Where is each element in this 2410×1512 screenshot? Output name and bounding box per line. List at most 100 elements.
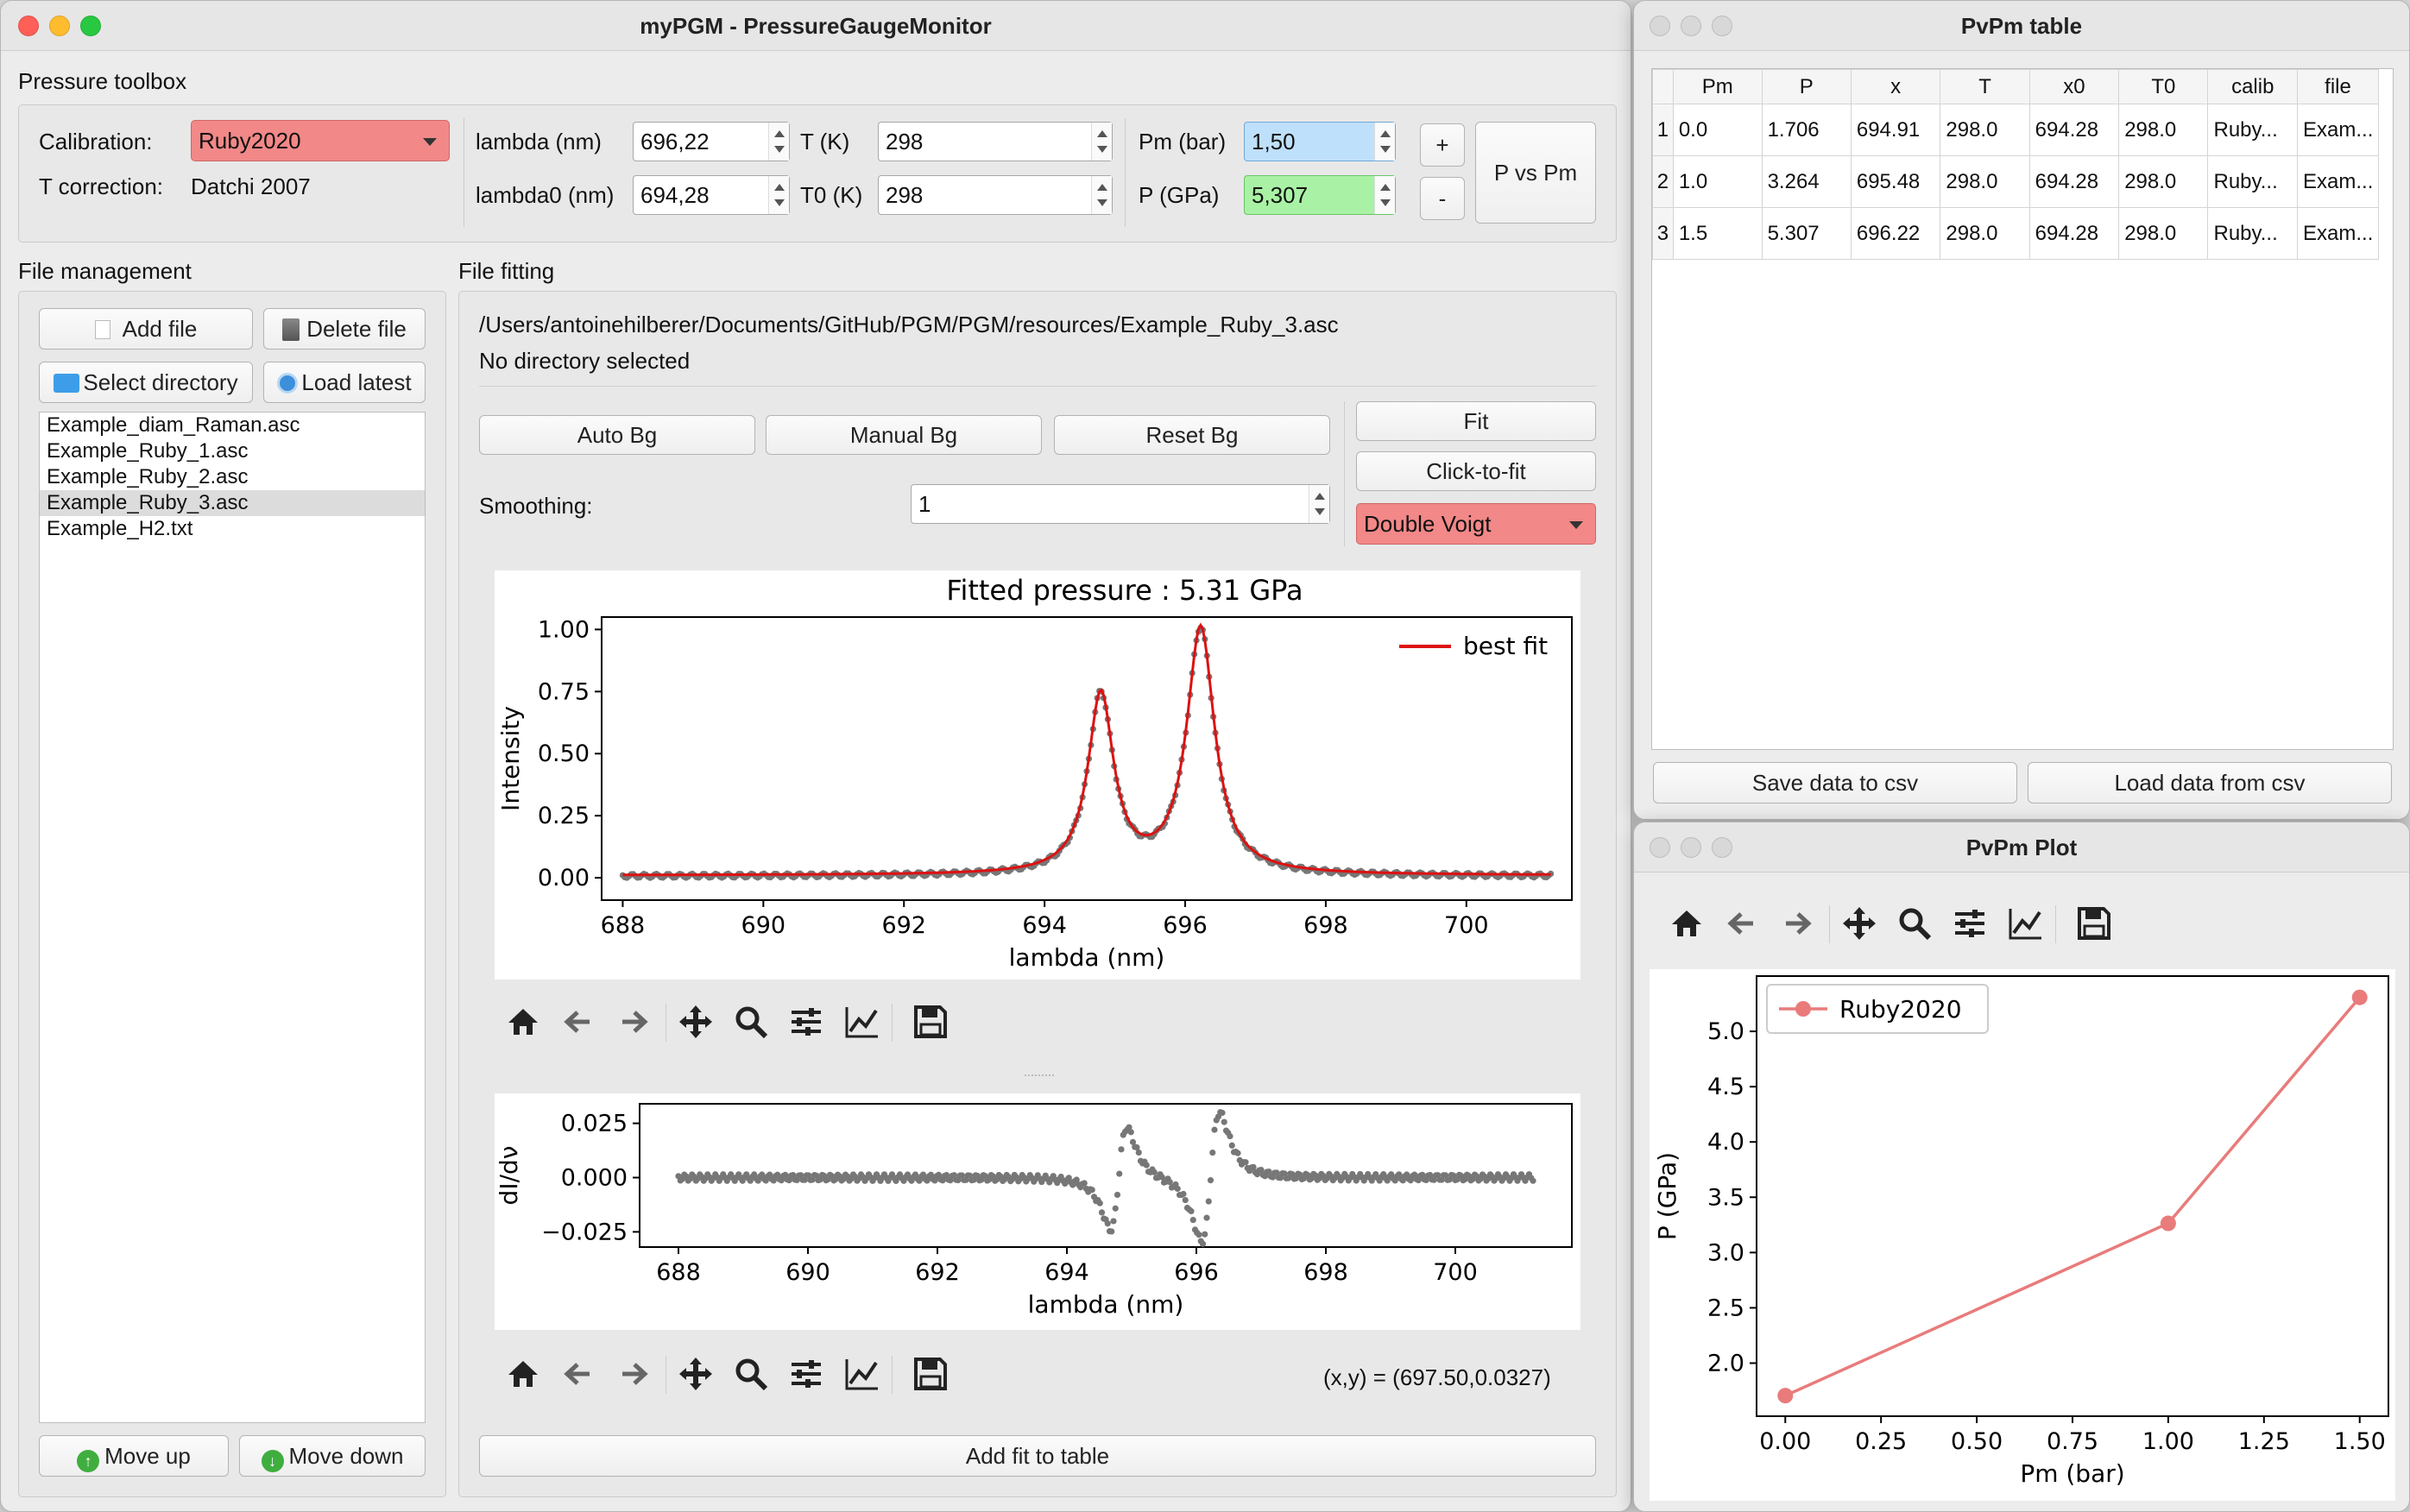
delete-file-button[interactable]: Delete file (263, 308, 426, 350)
save-csv-button[interactable]: Save data to csv (1653, 762, 2017, 803)
p-stepper[interactable] (1374, 176, 1395, 214)
table-cell[interactable]: 298.0 (1940, 155, 2030, 208)
forward-arrow-icon[interactable] (614, 1354, 653, 1394)
splitter-handle[interactable] (1025, 1074, 1054, 1076)
forward-arrow-icon[interactable] (1777, 904, 1817, 943)
table-cell[interactable]: 696.22 (1850, 207, 1941, 260)
smoothing-input[interactable]: 1 (911, 484, 1330, 524)
table-cell[interactable]: 1.0 (1672, 155, 1763, 208)
table-cell[interactable]: Exam... (2297, 207, 2379, 260)
file-list-item[interactable]: Example_Ruby_2.asc (47, 465, 249, 488)
add-fit-to-table-button[interactable]: Add fit to table (479, 1435, 1596, 1477)
file-list-item[interactable]: Example_diam_Raman.asc (47, 413, 300, 437)
zoom-icon[interactable] (731, 1354, 771, 1394)
select-directory-button[interactable]: Select directory (39, 362, 253, 403)
table-cell[interactable]: 298.0 (2118, 104, 2209, 156)
table-cell[interactable]: Exam... (2297, 155, 2379, 208)
table-row[interactable]: 2 1.0 3.264 695.48 298.0 694.28 298.0 Ru… (1652, 155, 2379, 208)
table-cell[interactable]: 5.307 (1761, 207, 1852, 260)
table-cell[interactable]: 694.28 (2028, 207, 2120, 260)
remove-point-button[interactable]: - (1420, 177, 1465, 220)
p-input[interactable]: 5,307 (1244, 175, 1396, 215)
file-list-item[interactable]: Example_H2.txt (47, 517, 193, 540)
zoom-window-button[interactable] (1712, 837, 1732, 858)
table-cell[interactable]: Ruby... (2207, 155, 2299, 208)
table-cell[interactable]: 694.28 (2028, 104, 2120, 156)
configure-icon[interactable] (1950, 904, 1990, 943)
zoom-icon[interactable] (1895, 904, 1934, 943)
lambda-stepper[interactable] (768, 123, 789, 161)
save-icon[interactable] (2074, 904, 2114, 943)
table-cell[interactable]: 298.0 (2118, 155, 2209, 208)
t0-stepper[interactable] (1091, 176, 1112, 214)
table-cell[interactable]: Exam... (2297, 104, 2379, 156)
zoom-icon[interactable] (731, 1002, 771, 1042)
t-stepper[interactable] (1091, 123, 1112, 161)
table-cell[interactable]: 694.28 (2028, 155, 2120, 208)
minimize-window-button[interactable] (1681, 837, 1701, 858)
file-list-item-selected[interactable]: Example_Ruby_3.asc (40, 490, 425, 516)
pvpm-chart[interactable]: 0.00 0.25 0.50 0.75 1.00 1.25 1.50 2.0 2.5 3.0 3.5… (1650, 969, 2395, 1501)
minimize-window-button[interactable] (1681, 16, 1701, 36)
load-latest-button[interactable]: Load latest (263, 362, 426, 403)
reset-bg-button[interactable]: Reset Bg (1054, 415, 1330, 455)
column-header[interactable]: x (1850, 69, 1941, 104)
table-cell[interactable]: 694.91 (1850, 104, 1941, 156)
column-header[interactable]: T0 (2118, 69, 2209, 104)
click-to-fit-button[interactable]: Click-to-fit (1356, 451, 1596, 491)
fit-chart[interactable]: 688 690 692 694 696 698 700 0.00 0.25 0.50 0.75 1.0… (495, 570, 1580, 980)
lambda0-stepper[interactable] (768, 176, 789, 214)
p-vs-pm-button[interactable]: P vs Pm (1475, 122, 1596, 224)
pm-input[interactable]: 1,50 (1244, 122, 1396, 161)
column-header[interactable]: calib (2207, 69, 2299, 104)
table-cell[interactable]: 298.0 (1940, 207, 2030, 260)
pan-icon[interactable] (676, 1354, 716, 1394)
close-window-button[interactable] (18, 16, 39, 36)
lambda0-input[interactable]: 694,28 (633, 175, 790, 215)
axes-icon[interactable] (2005, 904, 2045, 943)
pan-icon[interactable] (676, 1002, 716, 1042)
table-row[interactable]: 1 0.0 1.706 694.91 298.0 694.28 298.0 Ru… (1652, 104, 2379, 156)
smoothing-stepper[interactable] (1309, 485, 1329, 523)
save-icon[interactable] (911, 1002, 950, 1042)
close-window-button[interactable] (1650, 837, 1670, 858)
table-cell[interactable]: Ruby... (2207, 207, 2299, 260)
load-csv-button[interactable]: Load data from csv (2028, 762, 2392, 803)
home-icon[interactable] (503, 1002, 543, 1042)
table-cell[interactable]: 1.5 (1672, 207, 1763, 260)
move-up-button[interactable]: ↑ Move up (39, 1435, 229, 1477)
column-header[interactable]: Pm (1672, 69, 1763, 104)
configure-icon[interactable] (786, 1002, 826, 1042)
table-cell[interactable]: Ruby... (2207, 104, 2299, 156)
table-cell[interactable]: 0.0 (1672, 104, 1763, 156)
close-window-button[interactable] (1650, 16, 1670, 36)
move-down-button[interactable]: ↓ Move down (239, 1435, 426, 1477)
table-cell[interactable]: 695.48 (1850, 155, 1941, 208)
home-icon[interactable] (1667, 904, 1707, 943)
t0-input[interactable]: 298 (878, 175, 1113, 215)
table-cell[interactable]: 298.0 (2118, 207, 2209, 260)
calibration-select[interactable]: Ruby2020 (191, 120, 450, 161)
file-list-item[interactable]: Example_Ruby_1.asc (47, 439, 249, 463)
column-header[interactable]: file (2297, 69, 2379, 104)
auto-bg-button[interactable]: Auto Bg (479, 415, 755, 455)
pm-stepper[interactable] (1374, 123, 1395, 161)
derivative-chart[interactable]: 688 690 692 694 696 698 700 −0.025 0.000 0.025 lam… (495, 1093, 1580, 1330)
add-point-button[interactable]: + (1420, 123, 1465, 167)
axes-icon[interactable] (842, 1002, 881, 1042)
column-header[interactable]: T (1940, 69, 2030, 104)
configure-icon[interactable] (786, 1354, 826, 1394)
zoom-window-button[interactable] (80, 16, 101, 36)
fit-button[interactable]: Fit (1356, 401, 1596, 441)
lambda-input[interactable]: 696,22 (633, 122, 790, 161)
file-list[interactable]: Example_diam_Raman.asc Example_Ruby_1.as… (39, 412, 426, 1423)
pvpm-table[interactable]: Pm P x T x0 T0 calib file 1 0.0 1.706 69… (1652, 69, 2379, 260)
add-file-button[interactable]: Add file (39, 308, 253, 350)
save-icon[interactable] (911, 1354, 950, 1394)
axes-icon[interactable] (842, 1354, 881, 1394)
back-arrow-icon[interactable] (558, 1354, 598, 1394)
table-cell[interactable]: 1.706 (1761, 104, 1852, 156)
table-row[interactable]: 3 1.5 5.307 696.22 298.0 694.28 298.0 Ru… (1652, 207, 2379, 260)
fit-model-select[interactable]: Double Voigt (1356, 503, 1596, 545)
minimize-window-button[interactable] (49, 16, 70, 36)
